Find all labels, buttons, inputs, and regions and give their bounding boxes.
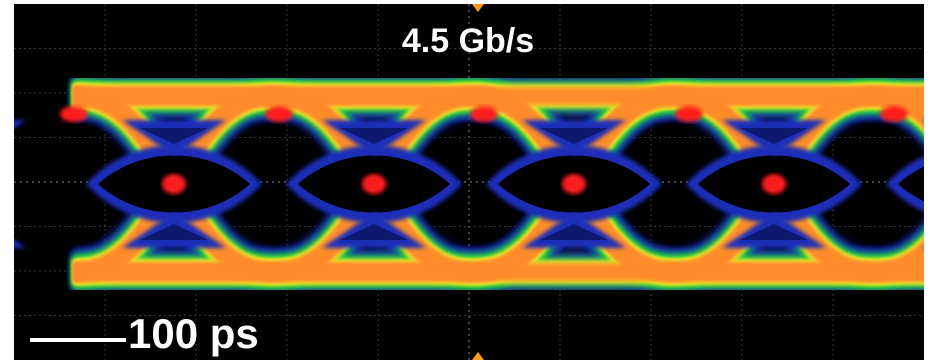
- level-spot: [880, 106, 908, 122]
- upper-gap: [14, 120, 26, 129]
- eye-opening: [898, 166, 924, 202]
- upper-gap-core: [340, 128, 408, 144]
- lower-gap-core: [340, 224, 408, 240]
- upper-gap-core: [540, 128, 608, 144]
- oscilloscope-screen: [14, 4, 924, 360]
- level-spot: [470, 106, 498, 122]
- upper-gap-core: [740, 128, 808, 144]
- trigger-marker-top[interactable]: [472, 4, 484, 12]
- crossing-spot: [362, 174, 386, 194]
- data-rate-label: 4.5 Gb/s: [401, 22, 535, 60]
- level-spot: [265, 106, 293, 122]
- upper-gap: [922, 120, 924, 122]
- lower-gap: [14, 239, 26, 248]
- lower-gap-core: [740, 224, 808, 240]
- lower-gap-core: [540, 224, 608, 240]
- lower-gap: [922, 246, 924, 248]
- crossing-spot: [562, 174, 586, 194]
- crossing-spot: [762, 174, 786, 194]
- upper-gap-core: [140, 128, 208, 144]
- crossing-spot: [162, 174, 186, 194]
- eye-diagram: [14, 4, 924, 360]
- scale-bar-label: 100 ps: [128, 310, 259, 357]
- level-spot: [675, 106, 703, 122]
- trigger-marker-bottom[interactable]: [472, 352, 484, 360]
- scale-bar: [30, 338, 126, 342]
- eye-openings: [14, 120, 924, 248]
- level-spot: [60, 106, 88, 122]
- lower-gap-core: [140, 224, 208, 240]
- crossing-hotspots: [60, 106, 908, 194]
